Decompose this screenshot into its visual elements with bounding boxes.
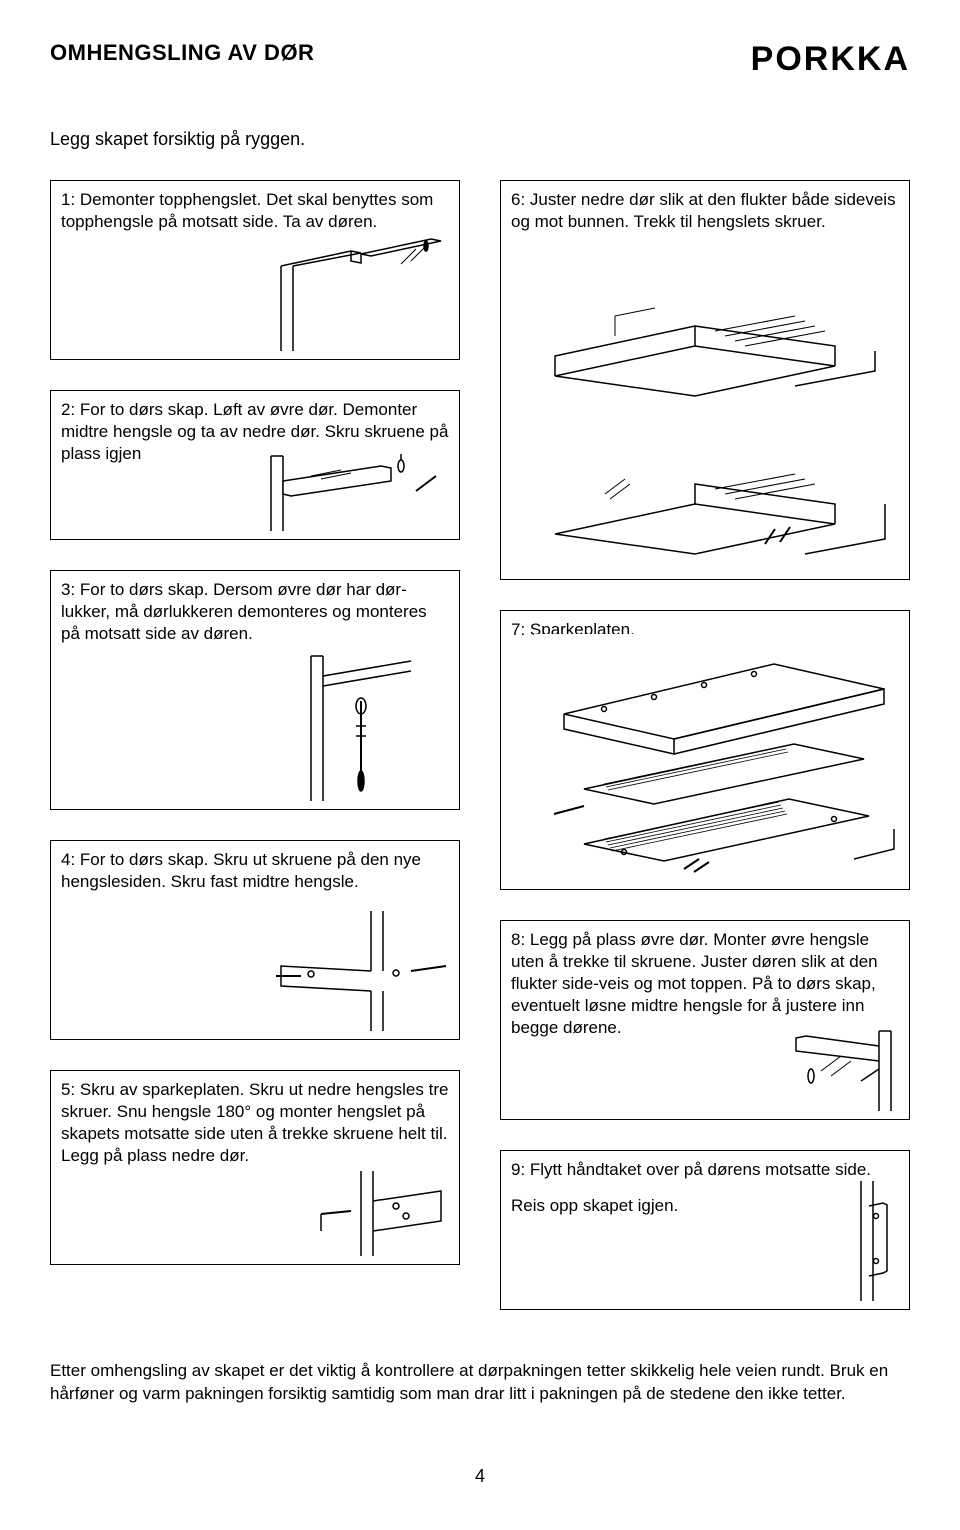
- step-7-diagram: [534, 634, 904, 884]
- step-9: 9: Flytt håndtaket over på dørens motsat…: [500, 1150, 910, 1310]
- step-text: 6: Juster nedre dør slik at den flukter …: [501, 181, 909, 241]
- footer-note: Etter omhengsling av skapet er det vikti…: [50, 1360, 910, 1406]
- step-8: 8: Legg på plass øvre dør. Monter øvre h…: [500, 920, 910, 1120]
- step-text: 5: Skru av sparkeplaten. Skru ut nedre h…: [61, 1080, 448, 1165]
- left-column: 1: Demonter topphengslet. Det skal benyt…: [50, 180, 460, 1340]
- step-4-diagram: [271, 911, 451, 1031]
- step-5-diagram: [301, 1171, 451, 1256]
- step-text: 1: Demonter topphengslet. Det skal benyt…: [61, 190, 433, 231]
- step-9-diagram: [831, 1181, 901, 1301]
- intro-text: Legg skapet forsiktig på ryggen.: [50, 129, 910, 150]
- step-7: 7: Sparkeplaten.: [500, 610, 910, 890]
- step-3-diagram: [301, 651, 451, 801]
- page-title: OMHENGSLING AV DØR: [50, 40, 314, 66]
- page-number: 4: [50, 1466, 910, 1487]
- step-4: 4: For to dørs skap. Skru ut skruene på …: [50, 840, 460, 1040]
- step-1-diagram: [271, 236, 451, 351]
- step-1: 1: Demonter topphengslet. Det skal benyt…: [50, 180, 460, 360]
- step-2: 2: For to dørs skap. Løft av øvre dør. D…: [50, 390, 460, 540]
- step-text: 4: For to dørs skap. Skru ut skruene på …: [61, 850, 421, 891]
- step-text: 3: For to dørs skap. Dersom øvre dør har…: [61, 580, 427, 643]
- step-6-compound: 6: Juster nedre dør slik at den flukter …: [500, 180, 910, 580]
- step-8-diagram: [781, 1021, 901, 1111]
- brand-logo: PORKKA: [751, 40, 910, 79]
- right-column: 6: Juster nedre dør slik at den flukter …: [500, 180, 910, 1340]
- step-text: 9: Flytt håndtaket over på dørens motsat…: [511, 1159, 899, 1181]
- step-3: 3: For to dørs skap. Dersom øvre dør har…: [50, 570, 460, 810]
- step-5: 5: Skru av sparkeplaten. Skru ut nedre h…: [50, 1070, 460, 1265]
- step-2-diagram: [261, 446, 451, 531]
